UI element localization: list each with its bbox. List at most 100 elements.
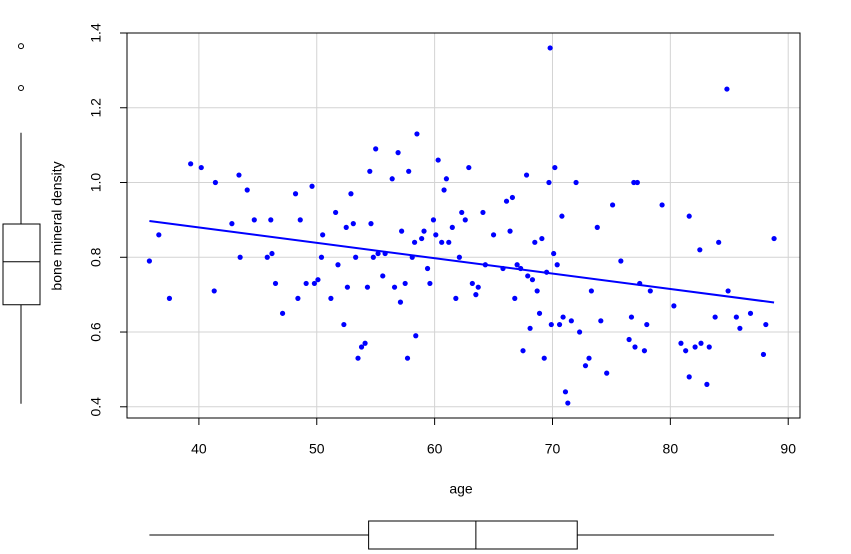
point — [771, 235, 777, 242]
point — [237, 254, 243, 260]
point — [433, 232, 439, 238]
point — [311, 280, 318, 287]
point — [539, 235, 545, 242]
point — [344, 284, 351, 290]
point — [367, 168, 373, 174]
point — [212, 179, 218, 186]
x-axis-label: age — [449, 481, 473, 497]
point — [678, 340, 684, 346]
point — [634, 179, 640, 186]
point — [473, 292, 479, 298]
point — [551, 250, 557, 257]
point — [475, 284, 481, 290]
box — [368, 520, 578, 550]
point — [733, 314, 739, 320]
point — [462, 217, 468, 223]
point — [244, 187, 250, 193]
point — [350, 221, 356, 227]
point — [368, 221, 374, 227]
point — [576, 329, 583, 335]
point — [568, 318, 574, 324]
x-tick-label: 50 — [309, 441, 325, 457]
point — [704, 381, 710, 387]
point — [397, 299, 404, 305]
point — [604, 370, 610, 376]
point — [309, 183, 315, 189]
point — [315, 277, 321, 283]
point — [421, 228, 427, 234]
point — [560, 314, 566, 320]
point — [375, 250, 381, 257]
point — [295, 295, 301, 301]
point — [380, 273, 386, 279]
box — [2, 223, 41, 306]
point — [647, 288, 653, 294]
point — [211, 288, 217, 294]
point — [419, 235, 425, 242]
point — [594, 224, 600, 230]
point — [532, 239, 538, 245]
point — [548, 321, 554, 328]
point — [411, 239, 418, 245]
point — [364, 284, 371, 290]
point — [697, 247, 703, 253]
point — [292, 191, 299, 197]
point — [362, 340, 368, 346]
point — [692, 344, 698, 350]
point — [725, 288, 731, 294]
point — [509, 194, 516, 201]
point — [449, 224, 455, 230]
point — [318, 254, 325, 260]
point — [559, 213, 565, 219]
point — [404, 355, 411, 361]
point — [632, 344, 638, 350]
point — [598, 318, 604, 324]
point — [556, 321, 563, 328]
point — [146, 258, 152, 264]
point — [644, 321, 650, 328]
point — [435, 157, 441, 163]
point — [737, 325, 743, 331]
point — [671, 303, 677, 309]
point — [547, 45, 553, 51]
x-tick-label: 40 — [191, 441, 207, 457]
point — [507, 228, 513, 234]
point — [430, 217, 437, 223]
point — [469, 280, 475, 287]
point — [724, 86, 730, 92]
point — [414, 131, 420, 137]
point — [424, 265, 431, 272]
y-tick-label: 1.4 — [88, 23, 104, 43]
point — [686, 374, 692, 380]
point — [628, 314, 635, 320]
point — [529, 277, 536, 283]
point — [683, 348, 689, 354]
point — [395, 150, 401, 156]
point — [534, 288, 540, 294]
point — [443, 176, 450, 182]
plot-frame — [126, 32, 801, 419]
point — [446, 239, 452, 245]
y-axis-label: bone mineral density — [49, 161, 65, 290]
point — [523, 172, 530, 178]
point — [279, 310, 286, 316]
point — [264, 254, 270, 260]
point — [573, 179, 579, 186]
x-tick-label: 80 — [663, 441, 679, 457]
point — [370, 254, 376, 260]
point — [582, 363, 589, 369]
x-tick-label: 90 — [780, 441, 796, 457]
point — [514, 262, 520, 268]
point — [373, 146, 379, 152]
point — [341, 321, 347, 328]
point — [716, 239, 722, 245]
y-tick-label: 1.2 — [88, 98, 104, 118]
point — [358, 344, 365, 350]
point — [335, 262, 341, 268]
point — [297, 217, 303, 223]
y-tick-label: 0.6 — [88, 322, 104, 342]
point — [565, 400, 571, 406]
point — [272, 280, 279, 287]
point — [562, 389, 569, 395]
